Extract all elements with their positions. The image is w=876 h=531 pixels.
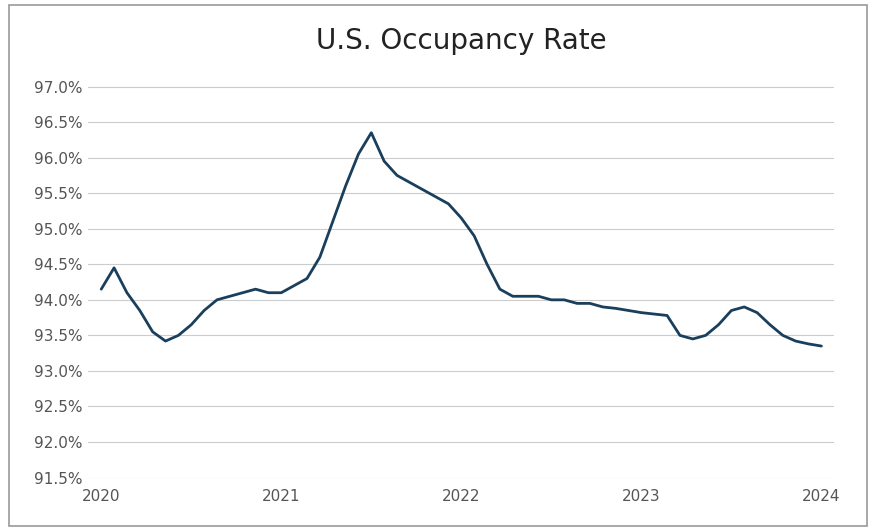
Title: U.S. Occupancy Rate: U.S. Occupancy Rate <box>316 27 607 55</box>
